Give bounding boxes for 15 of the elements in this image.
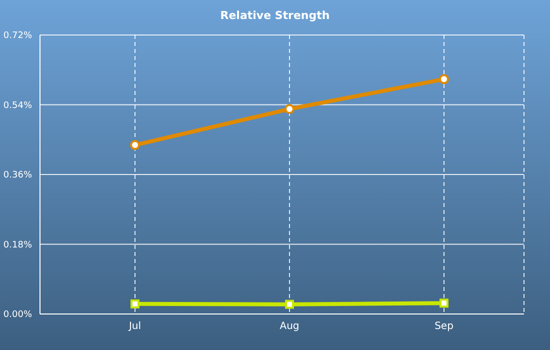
y-tick-label: 0.72% — [3, 31, 32, 42]
y-tick-label: 0.36% — [3, 170, 32, 181]
point — [439, 74, 449, 84]
x-tick-label: Sep — [434, 321, 454, 332]
x-tick-label: Aug — [280, 321, 300, 332]
point — [440, 298, 448, 308]
point — [130, 140, 140, 150]
point — [285, 300, 294, 309]
y-tick-label: 0.00% — [3, 310, 32, 320]
y-tick-label: 0.54% — [3, 100, 32, 111]
chart-title: Relative Strength — [219, 9, 331, 22]
point — [130, 299, 140, 308]
y-tick-label: 0.18% — [3, 240, 32, 250]
point — [284, 104, 294, 114]
x-tick-label: Jul — [128, 321, 142, 332]
